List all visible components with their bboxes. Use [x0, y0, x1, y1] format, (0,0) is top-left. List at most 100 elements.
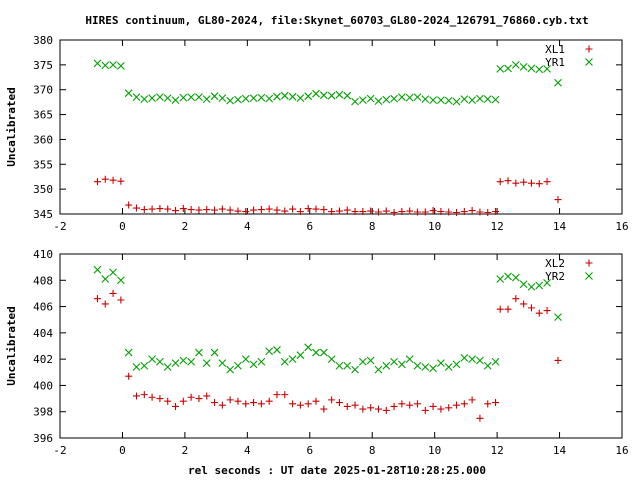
data-point-yr2	[554, 313, 562, 321]
data-point-xl1	[527, 179, 535, 187]
data-point-xl2	[492, 399, 500, 407]
data-point-xl2	[203, 392, 211, 400]
y-tick-label: 350	[33, 183, 53, 196]
data-point-xl1	[554, 196, 562, 204]
x-tick-label: 4	[244, 220, 251, 233]
data-point-xl2	[554, 356, 562, 364]
data-point-xl1	[496, 178, 504, 186]
data-point-yr1	[327, 91, 336, 100]
data-point-xl2	[374, 405, 382, 413]
data-point-xl2	[328, 396, 336, 404]
data-point-xl1	[211, 206, 219, 214]
data-point-xl1	[351, 208, 359, 216]
data-point-xl2	[520, 300, 528, 308]
legend-label-xl1: XL1	[545, 43, 565, 56]
data-point-xl2	[343, 402, 351, 410]
data-point-yr2	[296, 351, 305, 360]
data-point-xl2	[543, 307, 551, 315]
plot-frame	[59, 253, 623, 439]
data-point-yr1	[468, 96, 477, 105]
x-tick-label: 10	[428, 220, 441, 233]
data-point-xl2	[413, 400, 421, 408]
data-point-yr2	[496, 275, 505, 283]
data-point-yr1	[304, 92, 313, 101]
data-point-xl2	[484, 400, 492, 408]
y-tick-label: 370	[33, 84, 53, 97]
data-point-xl2	[125, 372, 133, 380]
data-point-yr2	[351, 365, 359, 374]
data-point-yr1	[124, 89, 133, 98]
data-point-xl1	[398, 208, 406, 216]
data-point-xl1	[413, 208, 421, 216]
data-point-xl1	[140, 206, 148, 214]
data-point-yr2	[519, 280, 528, 289]
data-point-xl1	[109, 176, 117, 184]
data-point-yr1	[187, 93, 196, 102]
data-point-yr1	[257, 93, 266, 102]
data-point-yr2	[535, 281, 544, 290]
data-point-yr2	[140, 361, 149, 370]
data-point-yr1	[366, 94, 375, 103]
data-point-yr1	[413, 93, 422, 102]
data-point-xl1	[242, 208, 250, 216]
data-point-xl2	[250, 399, 258, 407]
data-point-xl2	[226, 396, 234, 404]
data-point-yr1	[429, 96, 437, 105]
data-point-yr1	[374, 97, 383, 106]
x-tick-label: 8	[369, 444, 376, 457]
data-point-yr1	[116, 61, 125, 70]
data-point-xl2	[406, 401, 414, 409]
x-tick-label: 0	[119, 220, 126, 233]
y-tick-label: 408	[33, 274, 53, 287]
data-point-xl1	[257, 206, 265, 214]
data-point-xl2	[390, 402, 398, 410]
data-point-xl2	[265, 397, 273, 405]
data-point-yr2	[132, 363, 141, 371]
data-point-xl1	[125, 201, 133, 209]
data-point-yr1	[296, 94, 305, 103]
data-point-yr2	[397, 360, 406, 369]
data-point-yr1	[511, 60, 520, 69]
data-point-xl1	[520, 178, 528, 186]
top-panel: -2 0 2 4 6 8 10 12 14 16 345 350 355 360 365 370 375 380 U…	[5, 34, 629, 233]
data-point-yr1	[210, 92, 219, 101]
data-point-xl1	[390, 209, 398, 217]
data-point-yr2	[265, 347, 274, 356]
data-point-xl2	[335, 399, 343, 407]
chart-title: HIRES continuum, GL80-2024, file:Skynet_…	[85, 14, 588, 27]
y-axis-label: Uncalibrated	[5, 306, 18, 385]
data-point-yr1	[195, 93, 203, 102]
data-point-yr2	[273, 346, 281, 354]
data-point-xl1	[504, 177, 512, 185]
data-point-yr2	[429, 364, 437, 373]
data-point-yr1	[351, 97, 359, 106]
data-point-yr1	[319, 91, 328, 100]
y-tick-label: 375	[33, 59, 53, 72]
data-point-yr1	[554, 78, 562, 87]
data-point-yr2	[171, 359, 180, 367]
data-point-yr1	[382, 95, 391, 104]
data-point-yr2	[241, 355, 250, 364]
data-point-xl2	[179, 397, 187, 405]
data-point-yr2	[280, 357, 289, 366]
data-point-yr1	[504, 64, 512, 73]
data-point-xl2	[273, 391, 281, 399]
data-point-yr2	[460, 353, 469, 362]
bottom-panel: -2 0 2 4 6 8 10 12 14 16 396 398 400 402 404 406 408 410 U…	[5, 248, 629, 457]
data-point-yr1	[491, 95, 500, 104]
data-point-yr1	[218, 94, 227, 103]
data-point-xl1	[406, 207, 414, 215]
data-point-yr2	[483, 361, 492, 370]
y-tick-label: 400	[33, 379, 53, 392]
data-point-xl1	[476, 208, 484, 216]
data-point-xl2	[93, 295, 101, 303]
data-point-yr2	[504, 272, 512, 281]
data-point-yr2	[234, 361, 242, 370]
data-point-yr1	[148, 94, 156, 103]
data-point-yr1	[171, 96, 180, 105]
data-point-yr2	[511, 273, 520, 282]
data-point-yr2	[148, 355, 156, 364]
data-point-yr2	[218, 359, 227, 367]
data-point-yr1	[156, 93, 164, 102]
